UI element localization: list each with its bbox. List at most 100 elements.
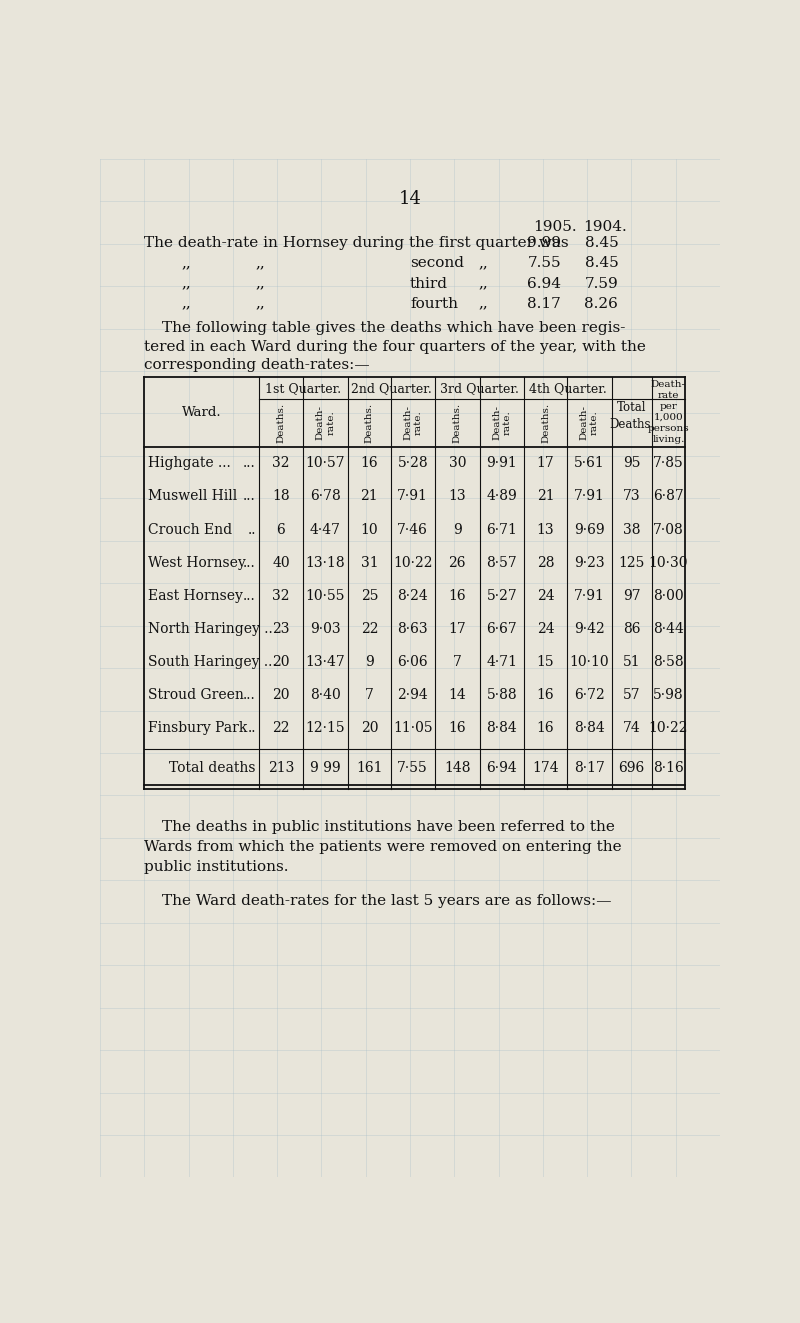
Text: 7·91: 7·91 (574, 490, 605, 504)
Text: 8·58: 8·58 (653, 655, 684, 669)
Text: 696: 696 (618, 761, 645, 775)
Text: 7.55: 7.55 (527, 257, 561, 270)
Text: Deaths.: Deaths. (277, 402, 286, 443)
Text: 16: 16 (449, 589, 466, 603)
Text: 161: 161 (356, 761, 382, 775)
Text: 95: 95 (623, 456, 640, 470)
Text: 16: 16 (537, 688, 554, 703)
Text: The Ward death-rates for the last 5 years are as follows:—: The Ward death-rates for the last 5 year… (162, 894, 611, 908)
Text: Death-
rate.: Death- rate. (403, 405, 422, 441)
Text: 14: 14 (398, 189, 422, 208)
Text: 10·22: 10·22 (393, 556, 433, 570)
Text: 73: 73 (623, 490, 641, 504)
Text: ...: ... (243, 556, 256, 570)
Text: tered in each Ward during the four quarters of the year, with the: tered in each Ward during the four quart… (144, 340, 646, 353)
Text: Total deaths: Total deaths (170, 761, 256, 775)
Text: 7·85: 7·85 (653, 456, 684, 470)
Text: 8·84: 8·84 (574, 721, 605, 736)
Text: 7·91: 7·91 (574, 589, 605, 603)
Text: 7·08: 7·08 (653, 523, 684, 537)
Text: 8.45: 8.45 (585, 257, 618, 270)
Text: 1st Quarter.: 1st Quarter. (266, 382, 342, 394)
Text: 13·47: 13·47 (306, 655, 346, 669)
Text: 8·57: 8·57 (486, 556, 518, 570)
Text: 148: 148 (444, 761, 470, 775)
Text: 8·00: 8·00 (653, 589, 684, 603)
Text: 20: 20 (361, 721, 378, 736)
Text: 28: 28 (537, 556, 554, 570)
Text: ,,: ,, (255, 277, 265, 291)
Text: 86: 86 (623, 622, 640, 636)
Text: 24: 24 (537, 622, 554, 636)
Text: The following table gives the deaths which have been regis-: The following table gives the deaths whi… (162, 321, 626, 335)
Text: 8·44: 8·44 (653, 622, 684, 636)
Text: ..: .. (247, 721, 256, 736)
Text: 9·42: 9·42 (574, 622, 605, 636)
Text: 6·06: 6·06 (398, 655, 428, 669)
Text: 4th Quarter.: 4th Quarter. (529, 382, 606, 394)
Text: 5·27: 5·27 (486, 589, 518, 603)
Text: ...: ... (243, 456, 256, 470)
Text: The death-rate in Hornsey during the first quarter was: The death-rate in Hornsey during the fir… (144, 237, 569, 250)
Text: 10·55: 10·55 (306, 589, 346, 603)
Text: 40: 40 (272, 556, 290, 570)
Text: 9·69: 9·69 (574, 523, 605, 537)
Text: North Haringey ..: North Haringey .. (148, 622, 273, 636)
Text: Death-
rate.: Death- rate. (492, 405, 511, 441)
Text: 20: 20 (272, 688, 290, 703)
Text: 6·78: 6·78 (310, 490, 341, 504)
Text: 1905.: 1905. (533, 220, 577, 234)
Text: 10·10: 10·10 (570, 655, 610, 669)
Text: 5·28: 5·28 (398, 456, 428, 470)
Text: 16: 16 (537, 721, 554, 736)
Text: 9·03: 9·03 (310, 622, 341, 636)
Text: Crouch End: Crouch End (148, 523, 232, 537)
Text: 13: 13 (449, 490, 466, 504)
Text: 22: 22 (272, 721, 290, 736)
Text: 21: 21 (361, 490, 378, 504)
Text: 4·89: 4·89 (486, 490, 518, 504)
Text: 9 99: 9 99 (310, 761, 341, 775)
Text: 22: 22 (361, 622, 378, 636)
Text: 23: 23 (272, 622, 290, 636)
Text: third: third (410, 277, 448, 291)
Text: 31: 31 (361, 556, 378, 570)
Text: 9: 9 (365, 655, 374, 669)
Text: ...: ... (243, 589, 256, 603)
Text: Death-
rate
per
1,000
persons
living.: Death- rate per 1,000 persons living. (648, 380, 690, 445)
Text: 8·17: 8·17 (574, 761, 605, 775)
Text: 14: 14 (449, 688, 466, 703)
Text: 30: 30 (449, 456, 466, 470)
Text: ,,: ,, (478, 277, 488, 291)
Text: 7.59: 7.59 (585, 277, 618, 291)
Text: 16: 16 (361, 456, 378, 470)
Text: ,,: ,, (255, 296, 265, 311)
Text: 9·23: 9·23 (574, 556, 605, 570)
Text: 8·40: 8·40 (310, 688, 341, 703)
Text: 10·22: 10·22 (649, 721, 688, 736)
Text: public institutions.: public institutions. (144, 860, 289, 875)
Text: 26: 26 (449, 556, 466, 570)
Text: 8.26: 8.26 (585, 296, 618, 311)
Text: 125: 125 (618, 556, 645, 570)
Text: Death-
rate.: Death- rate. (580, 405, 599, 441)
Text: ,,: ,, (478, 296, 488, 311)
Text: 17: 17 (449, 622, 466, 636)
Text: 3rd Quarter.: 3rd Quarter. (440, 382, 518, 394)
Text: 4·71: 4·71 (486, 655, 518, 669)
Text: ..: .. (247, 523, 256, 537)
Text: 6·71: 6·71 (486, 523, 518, 537)
Text: 2·94: 2·94 (398, 688, 428, 703)
Text: 20: 20 (272, 655, 290, 669)
Text: West Hornsey: West Hornsey (148, 556, 246, 570)
Text: 18: 18 (272, 490, 290, 504)
Text: 10: 10 (361, 523, 378, 537)
Text: 7: 7 (453, 655, 462, 669)
Text: 6·67: 6·67 (486, 622, 518, 636)
Text: 9.99: 9.99 (527, 237, 561, 250)
Text: Deaths.: Deaths. (541, 402, 550, 443)
Text: 15: 15 (537, 655, 554, 669)
Text: 51: 51 (623, 655, 641, 669)
Text: 57: 57 (623, 688, 641, 703)
Text: 32: 32 (272, 456, 290, 470)
